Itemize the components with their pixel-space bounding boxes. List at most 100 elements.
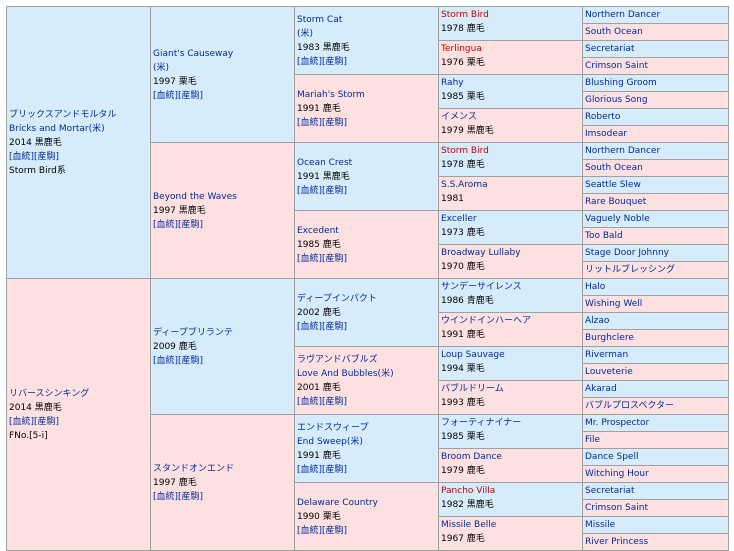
g4-name-7[interactable]: Exceller: [441, 212, 580, 226]
dam-name-ja[interactable]: リバースシンキング: [9, 387, 148, 401]
g5-name-23[interactable]: Akarad: [585, 382, 726, 396]
sd-name[interactable]: Beyond the Waves: [153, 190, 292, 204]
ssd-name[interactable]: Mariah's Storm: [297, 88, 436, 102]
g5-name-18[interactable]: Wishing Well: [585, 297, 726, 311]
ds-tags[interactable]: [血統][産駒]: [153, 354, 292, 368]
g5-name-27[interactable]: Dance Spell: [585, 450, 726, 464]
g4-name-15[interactable]: Pancho Villa: [441, 484, 580, 498]
g4-name-11[interactable]: Loup Sauvage: [441, 348, 580, 362]
g5-cell-21: Riverman: [583, 347, 729, 364]
sd-cell: Beyond the Waves 1997 黒鹿毛 [血統][産駒]: [151, 143, 295, 279]
g5-name-19[interactable]: Alzao: [585, 314, 726, 328]
g4-info-14: 1979 鹿毛: [441, 464, 580, 478]
g5-cell-3: Secretariat: [583, 41, 729, 58]
g5-name-31[interactable]: Missile: [585, 518, 726, 532]
dam-tags[interactable]: [血統][産駒]: [9, 415, 148, 429]
g4-cell-5: Storm Bird 1978 鹿毛: [439, 143, 583, 177]
sire-info: 2014 黒鹿毛: [9, 136, 148, 150]
g4-info-1: 1978 鹿毛: [441, 22, 580, 36]
dds-name2[interactable]: End Sweep(米): [297, 435, 436, 449]
dd-tags[interactable]: [血統][産駒]: [153, 490, 292, 504]
g5-name-1[interactable]: Northern Dancer: [585, 8, 726, 22]
g4-name-1[interactable]: Storm Bird: [441, 8, 580, 22]
g5-name-13[interactable]: Vaguely Noble: [585, 212, 726, 226]
g4-name-2[interactable]: Terlingua: [441, 42, 580, 56]
g5-name-15[interactable]: Stage Door Johnny: [585, 246, 726, 260]
ssd-tags[interactable]: [血統][産駒]: [297, 116, 436, 130]
g4-cell-7: Exceller 1973 鹿毛: [439, 211, 583, 245]
g5-name-5[interactable]: Blushing Groom: [585, 76, 726, 90]
dsd-name2[interactable]: Love And Bubbles(米): [297, 367, 436, 381]
g4-name-8[interactable]: Broadway Lullaby: [441, 246, 580, 260]
g5-cell-10: South Ocean: [583, 160, 729, 177]
g5-name-20[interactable]: Burghclere: [585, 331, 726, 345]
g4-cell-3: Rahy 1985 栗毛: [439, 75, 583, 109]
g4-name-13[interactable]: フォーティナイナー: [441, 416, 580, 430]
sss-tags[interactable]: [血統][産駒]: [297, 55, 436, 69]
ssd-info: 1991 鹿毛: [297, 102, 436, 116]
sire-name-en[interactable]: Bricks and Mortar(米): [9, 122, 148, 136]
g5-name-24[interactable]: バブルプロスペクター: [585, 399, 726, 413]
g5-name-26[interactable]: File: [585, 433, 726, 447]
g4-name-16[interactable]: Missile Belle: [441, 518, 580, 532]
g4-name-4[interactable]: イメンス: [441, 110, 580, 124]
sss-cell: Storm Cat (米) 1983 黒鹿毛 [血統][産駒]: [295, 7, 439, 75]
ds-cell: ディープブリランテ 2009 鹿毛 [血統][産駒]: [151, 279, 295, 415]
sss-origin[interactable]: (米): [297, 27, 436, 41]
sire-name-ja[interactable]: ブリックスアンドモルタル: [9, 108, 148, 122]
g5-name-32[interactable]: River Princess: [585, 535, 726, 549]
g5-name-4[interactable]: Crimson Saint: [585, 59, 726, 73]
g5-cell-1: Northern Dancer: [583, 7, 729, 24]
g5-name-29[interactable]: Secretariat: [585, 484, 726, 498]
g5-name-16[interactable]: リットルブレッシング: [585, 263, 726, 277]
g5-name-6[interactable]: Glorious Song: [585, 93, 726, 107]
g5-name-8[interactable]: Imsodear: [585, 127, 726, 141]
g5-name-22[interactable]: Louveterie: [585, 365, 726, 379]
g5-name-3[interactable]: Secretariat: [585, 42, 726, 56]
g5-name-17[interactable]: Halo: [585, 280, 726, 294]
sds-name[interactable]: Ocean Crest: [297, 156, 436, 170]
g4-name-6[interactable]: S.S.Aroma: [441, 178, 580, 192]
sire-line: Storm Bird系: [9, 164, 148, 178]
sd-tags[interactable]: [血統][産駒]: [153, 218, 292, 232]
ss-name[interactable]: Giant's Causeway: [153, 47, 292, 61]
dss-tags[interactable]: [血統][産駒]: [297, 320, 436, 334]
ss-tags[interactable]: [血統][産駒]: [153, 89, 292, 103]
dd-name[interactable]: スタンドオンエンド: [153, 462, 292, 476]
dss-name[interactable]: ディープインパクト: [297, 292, 436, 306]
dsd-name[interactable]: ラヴアンドバブルズ: [297, 353, 436, 367]
g5-name-28[interactable]: Witching Hour: [585, 467, 726, 481]
ss-origin[interactable]: (米): [153, 61, 292, 75]
g4-name-10[interactable]: ウインドインハーヘア: [441, 314, 580, 328]
sds-tags[interactable]: [血統][産駒]: [297, 184, 436, 198]
sdd-cell: Excedent 1985 鹿毛 [血統][産駒]: [295, 211, 439, 279]
g4-name-9[interactable]: サンデーサイレンス: [441, 280, 580, 294]
ddd-name[interactable]: Delaware Country: [297, 496, 436, 510]
g4-name-14[interactable]: Broom Dance: [441, 450, 580, 464]
g5-name-25[interactable]: Mr. Prospector: [585, 416, 726, 430]
ds-name[interactable]: ディープブリランテ: [153, 326, 292, 340]
g5-cell-28: Witching Hour: [583, 466, 729, 483]
g5-name-10[interactable]: South Ocean: [585, 161, 726, 175]
g5-name-7[interactable]: Roberto: [585, 110, 726, 124]
g4-cell-6: S.S.Aroma 1981: [439, 177, 583, 211]
g5-name-9[interactable]: Northern Dancer: [585, 144, 726, 158]
g5-name-2[interactable]: South Ocean: [585, 25, 726, 39]
g5-name-30[interactable]: Crimson Saint: [585, 501, 726, 515]
g4-name-5[interactable]: Storm Bird: [441, 144, 580, 158]
dsd-tags[interactable]: [血統][産駒]: [297, 395, 436, 409]
sss-name[interactable]: Storm Cat: [297, 13, 436, 27]
g4-name-12[interactable]: バブルドリーム: [441, 382, 580, 396]
g5-name-12[interactable]: Rare Bouquet: [585, 195, 726, 209]
sire-tags[interactable]: [血統][産駒]: [9, 150, 148, 164]
dds-tags[interactable]: [血統][産駒]: [297, 463, 436, 477]
sdd-tags[interactable]: [血統][産駒]: [297, 252, 436, 266]
g5-name-11[interactable]: Seattle Slew: [585, 178, 726, 192]
g4-info-3: 1985 栗毛: [441, 90, 580, 104]
g5-name-14[interactable]: Too Bald: [585, 229, 726, 243]
g4-name-3[interactable]: Rahy: [441, 76, 580, 90]
sdd-name[interactable]: Excedent: [297, 224, 436, 238]
dds-name[interactable]: エンドスウィープ: [297, 421, 436, 435]
ddd-tags[interactable]: [血統][産駒]: [297, 524, 436, 538]
g5-name-21[interactable]: Riverman: [585, 348, 726, 362]
